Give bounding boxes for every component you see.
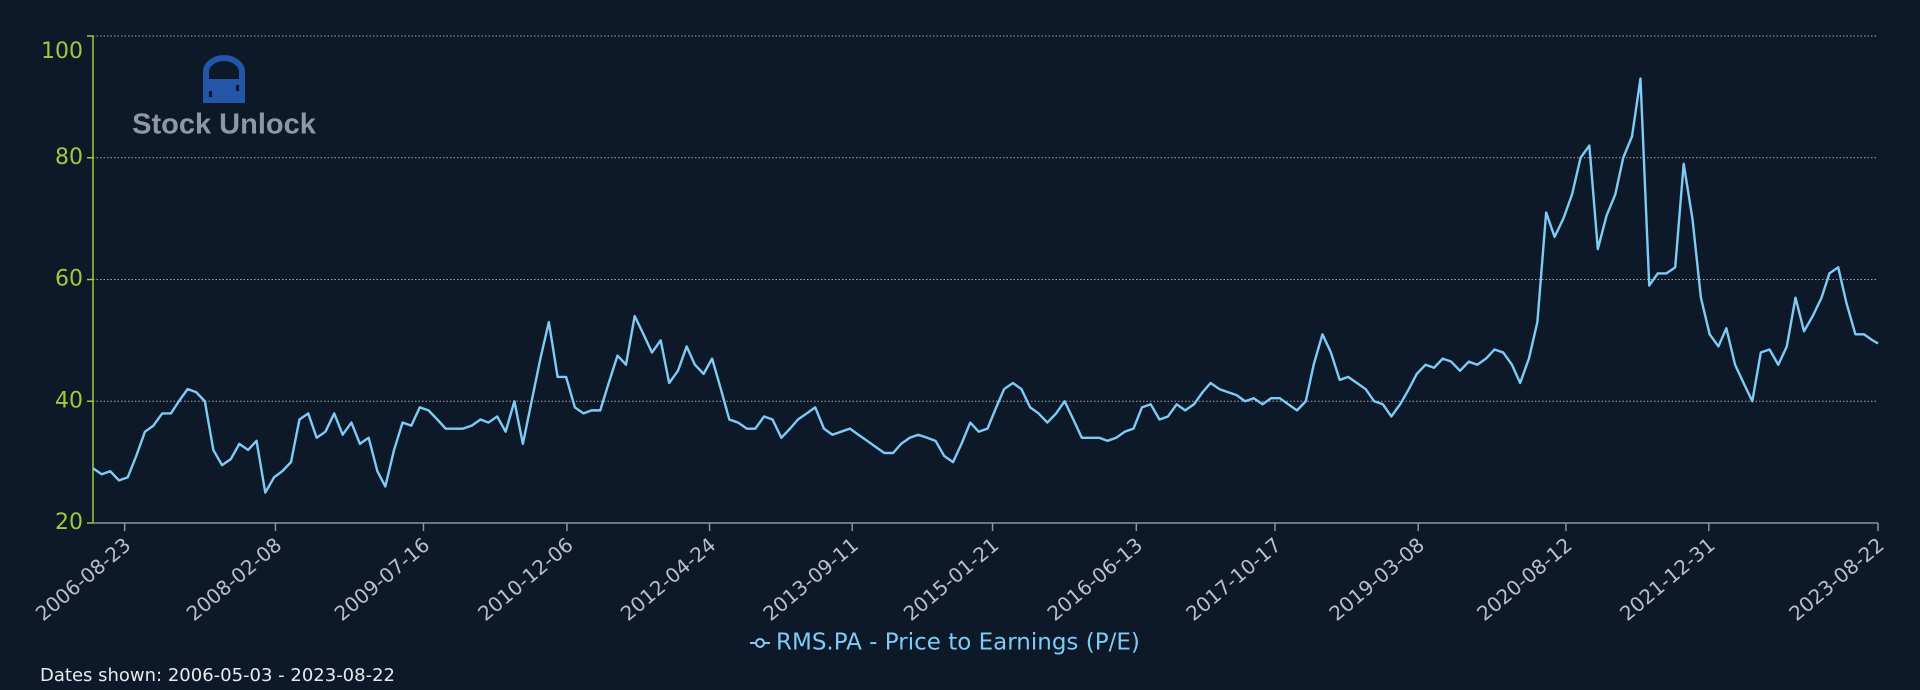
y-tick-label: 60 — [55, 267, 83, 292]
legend-label: RMS.PA - Price to Earnings (P/E) — [776, 630, 1140, 656]
footnote: Dates shown: 2006-05-03 - 2023-08-22 — [40, 665, 395, 686]
logo-text: Stock Unlock — [132, 109, 317, 141]
y-tick-label: 20 — [55, 510, 83, 535]
series-line — [92, 77, 1879, 494]
legend: RMS.PA - Price to Earnings (P/E) — [750, 630, 1140, 656]
legend-marker — [755, 638, 765, 648]
logo: Stock Unlock — [132, 55, 317, 141]
y-tick-label: 100 — [41, 39, 83, 64]
y-tick-label: 40 — [55, 388, 83, 413]
y-tick-label: 80 — [55, 145, 83, 170]
logo-icon — [203, 55, 245, 103]
